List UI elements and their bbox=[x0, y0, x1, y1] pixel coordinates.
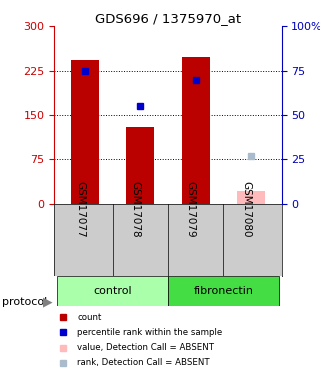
Text: ▶: ▶ bbox=[43, 296, 53, 308]
Text: value, Detection Call = ABSENT: value, Detection Call = ABSENT bbox=[77, 343, 214, 352]
Text: GSM17080: GSM17080 bbox=[241, 182, 251, 238]
Bar bbox=[71, 60, 99, 204]
Title: GDS696 / 1375970_at: GDS696 / 1375970_at bbox=[95, 12, 241, 25]
Bar bbox=[237, 191, 265, 204]
Bar bbox=[57, 276, 168, 306]
Text: GSM17079: GSM17079 bbox=[186, 181, 196, 238]
Text: fibronectin: fibronectin bbox=[193, 286, 253, 296]
Text: GSM17078: GSM17078 bbox=[130, 181, 140, 238]
Text: control: control bbox=[93, 286, 132, 296]
Text: percentile rank within the sample: percentile rank within the sample bbox=[77, 328, 222, 337]
Text: GSM17077: GSM17077 bbox=[75, 181, 85, 238]
Text: count: count bbox=[77, 313, 101, 322]
Text: rank, Detection Call = ABSENT: rank, Detection Call = ABSENT bbox=[77, 358, 210, 368]
Bar bbox=[126, 127, 154, 204]
Text: protocol: protocol bbox=[2, 297, 47, 307]
Bar bbox=[182, 57, 210, 204]
Bar bbox=[168, 276, 279, 306]
